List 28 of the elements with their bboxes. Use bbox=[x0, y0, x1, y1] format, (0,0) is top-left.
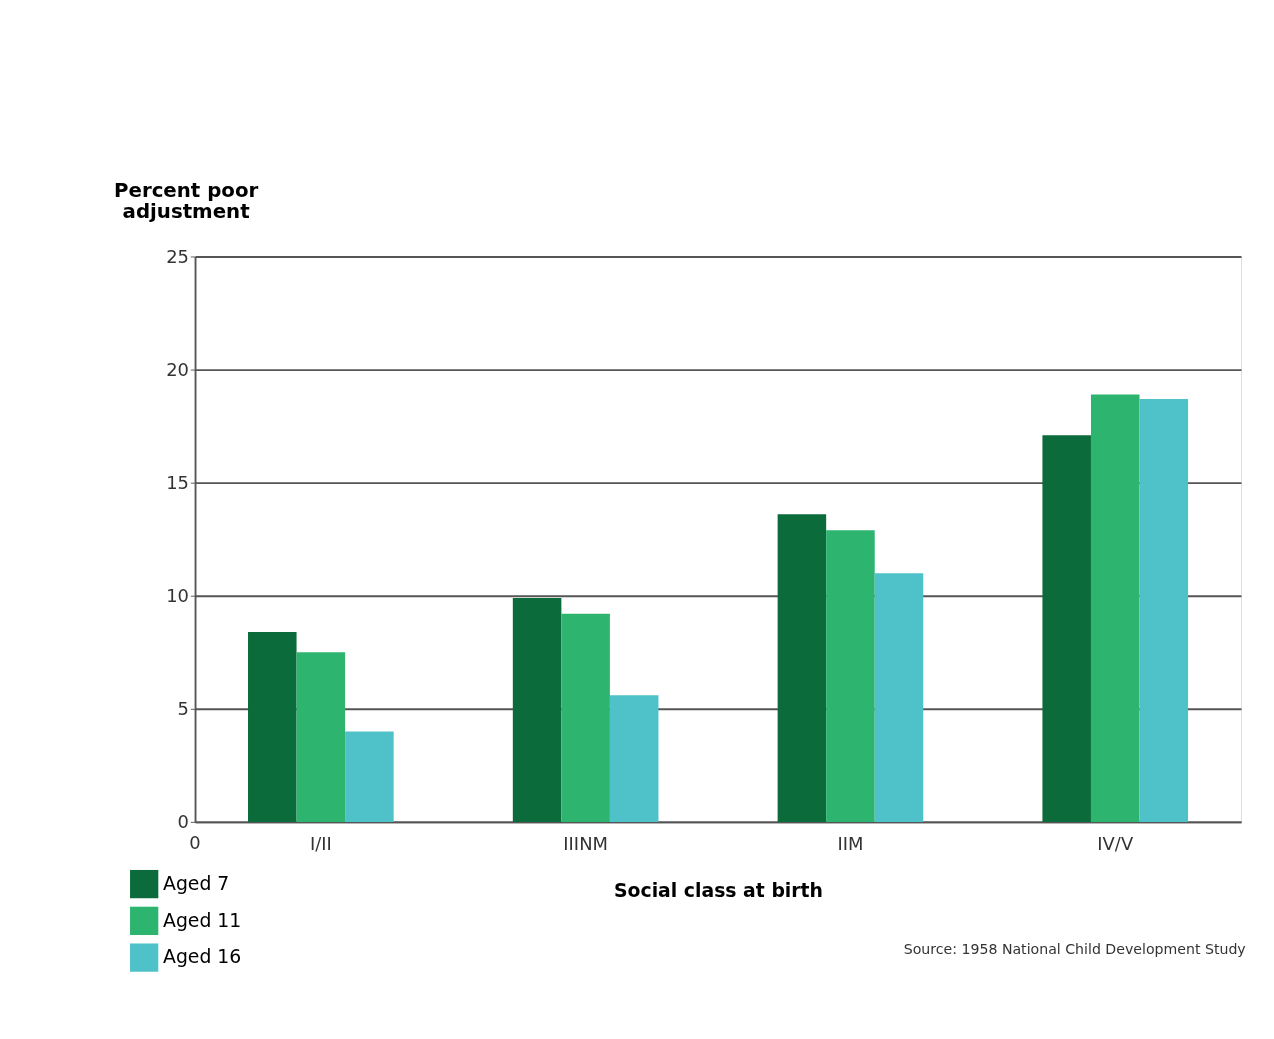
bar bbox=[296, 652, 346, 822]
bar bbox=[1042, 435, 1091, 822]
bar bbox=[609, 695, 659, 822]
bar bbox=[1139, 399, 1189, 822]
y-tick-label: 25 bbox=[166, 245, 189, 267]
y-tick-label: 15 bbox=[166, 471, 189, 493]
bar bbox=[512, 598, 562, 822]
bar bbox=[1090, 394, 1140, 822]
source-note: Source: 1958 National Child Development Study bbox=[903, 940, 1246, 957]
bar bbox=[874, 573, 924, 822]
bar bbox=[826, 530, 875, 822]
x-axis-title: Social class at birth bbox=[614, 879, 824, 901]
y-tick-label: 0 bbox=[177, 811, 189, 833]
x-tick-label: IIINM bbox=[563, 832, 608, 854]
legend-label: Aged 7 bbox=[163, 872, 230, 894]
legend-label: Aged 11 bbox=[163, 909, 242, 931]
x-tick-label: IIM bbox=[837, 832, 864, 854]
x-tick-label: I/II bbox=[309, 832, 332, 854]
y-tick-label: 10 bbox=[166, 584, 189, 606]
legend-label: Aged 16 bbox=[163, 946, 242, 968]
bar bbox=[561, 613, 610, 822]
bar bbox=[248, 631, 297, 822]
x-tick-label: IV/V bbox=[1097, 832, 1134, 854]
bar bbox=[345, 731, 394, 822]
bar bbox=[777, 514, 827, 822]
y-axis-title: Percent poor adjustment bbox=[114, 178, 259, 224]
y-tick-label: 5 bbox=[177, 697, 189, 719]
y-tick-label: 20 bbox=[166, 358, 189, 380]
